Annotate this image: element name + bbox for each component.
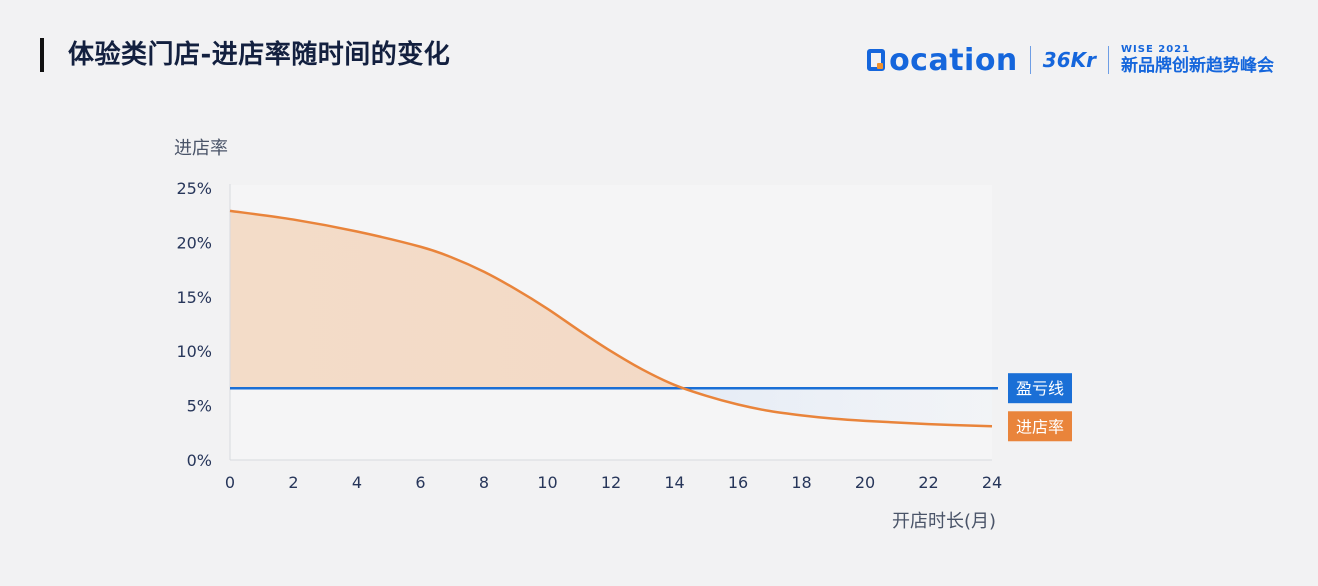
legend-tag-box <box>1008 411 1072 442</box>
x-tick-label: 4 <box>352 473 362 492</box>
location-logo-icon <box>867 49 886 71</box>
x-tick-label: 16 <box>728 473 748 492</box>
x-tick-label: 10 <box>537 473 557 492</box>
x-tick-label: 6 <box>415 473 425 492</box>
x-tick-label: 20 <box>855 473 875 492</box>
title-accent-bar <box>40 38 44 72</box>
x-tick-label: 14 <box>664 473 684 492</box>
wise-logo-bottom: 新品牌创新趋势峰会 <box>1121 56 1274 76</box>
x-tick-label: 24 <box>982 473 1002 492</box>
brand-divider-2 <box>1108 46 1109 74</box>
y-tick-label: 15% <box>176 288 212 307</box>
y-tick-label: 10% <box>176 342 212 361</box>
x-tick-label: 18 <box>791 473 811 492</box>
x-tick-label: 22 <box>918 473 938 492</box>
page-title: 体验类门店-进店率随时间的变化 <box>68 40 451 70</box>
wise-logo-top: WISE 2021 <box>1121 44 1191 55</box>
wise-logo: WISE 2021 新品牌创新趋势峰会 <box>1121 45 1274 75</box>
location-logo-text: ocation <box>889 42 1018 78</box>
location-logo: ocation <box>867 43 1018 78</box>
y-tick-label: 25% <box>176 179 212 198</box>
y-tick-label: 5% <box>187 397 212 416</box>
x-tick-label: 0 <box>225 473 235 492</box>
brand-logos: ocation 36Kr WISE 2021 新品牌创新趋势峰会 <box>867 42 1274 78</box>
36kr-logo: 36Kr <box>1042 48 1096 72</box>
legend-tag-label: 盈亏线 <box>1016 379 1064 398</box>
legend-tag-box <box>1008 373 1072 404</box>
y-tick-label: 0% <box>187 451 212 470</box>
profit-area-fill <box>684 388 992 427</box>
visit-rate-line <box>229 209 993 428</box>
loss-area-fill <box>230 210 685 389</box>
y-tick-label: 20% <box>176 233 212 252</box>
brand-divider <box>1029 46 1031 74</box>
x-tick-label: 12 <box>601 473 621 492</box>
x-tick-label: 8 <box>479 473 489 492</box>
y-axis-title: 进店率 <box>174 138 228 159</box>
legend-tag: 盈亏线 <box>1008 373 1072 404</box>
legend-tag: 进店率 <box>1008 411 1072 442</box>
x-tick-label: 2 <box>288 473 298 492</box>
x-axis-title: 开店时长(月) <box>892 511 996 532</box>
legend-tag-label: 进店率 <box>1016 417 1064 436</box>
